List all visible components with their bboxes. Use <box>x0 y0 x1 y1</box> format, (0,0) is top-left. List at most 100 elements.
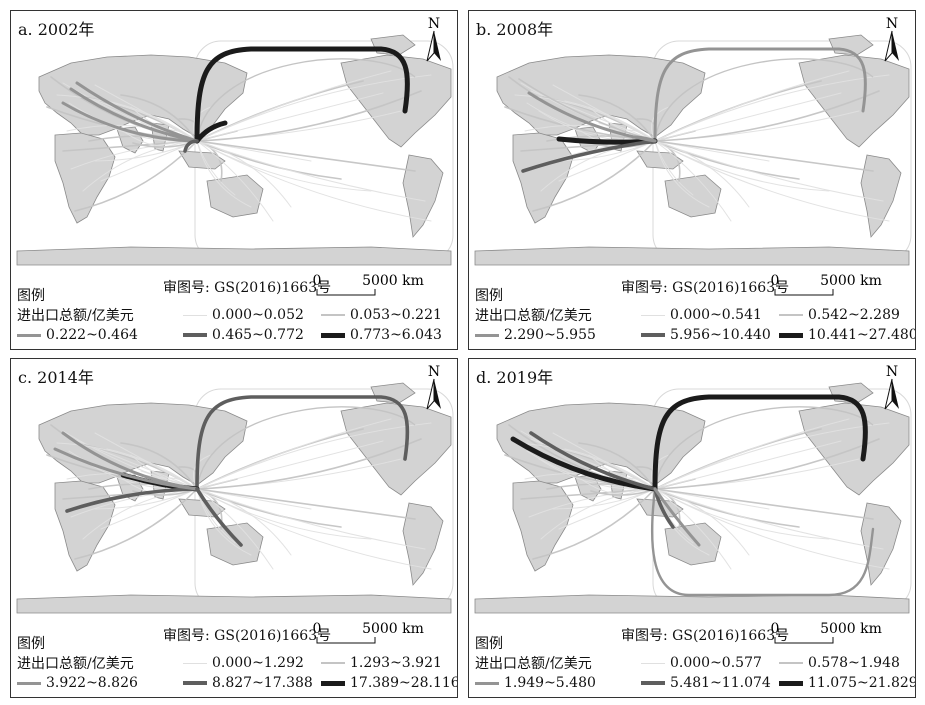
panel-title: c. 2014年 <box>18 368 94 387</box>
flow-line <box>196 140 274 222</box>
flow-line <box>529 431 657 491</box>
legend-class-2: 1.293~3.921 <box>321 655 442 673</box>
legend-swatch <box>17 333 41 337</box>
legend-title: 图例 <box>17 636 45 652</box>
legend-class-1: 0.000~0.541 <box>641 307 762 325</box>
scale-bar: 0 5000 km <box>313 273 424 296</box>
panel-title: b. 2008年 <box>476 20 554 39</box>
legend-unit: 进出口总额/亿美元 <box>17 656 134 672</box>
flow-line <box>530 90 656 142</box>
legend-class-label: 0.542~2.289 <box>808 307 900 323</box>
land-mass <box>496 54 706 138</box>
flow-line <box>196 440 384 490</box>
land-mass <box>16 246 452 266</box>
flow-line <box>651 106 670 142</box>
map-approval-number: 审图号: GS(2016)1663号 <box>163 280 332 296</box>
legend-class-5: 11.075~21.829 <box>779 675 915 693</box>
flow-line <box>82 140 198 192</box>
scale-bar: 0 5000 km <box>771 621 882 644</box>
flow-line <box>65 487 199 513</box>
flow-line <box>654 92 842 142</box>
legend-swatch <box>475 333 499 337</box>
legend-swatch <box>779 332 803 338</box>
map-approval-number: 审图号: GS(2016)1663号 <box>163 628 332 644</box>
legend-class-label: 5.481~11.074 <box>670 675 771 691</box>
flow-line-south-america <box>650 487 875 597</box>
legend-title: 图例 <box>475 288 503 304</box>
flow-line <box>521 139 657 173</box>
flow-line-trans-pacific <box>653 47 867 143</box>
flow-line <box>196 418 392 490</box>
flow-line <box>196 488 432 570</box>
legend-class-label: 0.222~0.464 <box>46 327 138 343</box>
flow-line <box>654 90 880 142</box>
legend-class-label: 1.293~3.921 <box>350 655 442 671</box>
legend-swatch <box>321 332 345 338</box>
flow-line <box>578 94 656 142</box>
flow-line <box>654 438 880 490</box>
legend-class-label: 2.290~5.955 <box>504 327 596 343</box>
flow-line <box>654 488 874 520</box>
scale-distance-label: 5000 km <box>362 621 424 637</box>
flow-line <box>196 92 384 142</box>
flow-line <box>196 90 422 142</box>
legend-swatch <box>17 681 41 685</box>
flow-line <box>100 488 198 530</box>
flow-line <box>578 442 656 490</box>
north-arrow-icon: N <box>884 16 899 62</box>
legend-class-5: 0.773~6.043 <box>321 327 442 345</box>
flow-line <box>195 487 243 547</box>
flow-line <box>61 101 199 143</box>
scale-bar: 0 5000 km <box>771 273 882 296</box>
panel-title: d. 2019年 <box>476 368 554 387</box>
flow-line <box>196 140 426 202</box>
legend-class-label: 0.578~1.948 <box>808 655 900 671</box>
scale-zero-label: 0 <box>313 273 322 289</box>
flow-map <box>16 382 454 614</box>
legend-unit: 进出口总额/亿美元 <box>475 308 592 324</box>
flow-line <box>120 442 198 490</box>
north-arrow-icon: N <box>426 364 441 410</box>
land-mass <box>636 150 684 170</box>
flow-line <box>654 140 890 222</box>
flow-line <box>654 488 732 570</box>
panel-title: a. 2002年 <box>18 20 95 39</box>
flow-line <box>590 488 656 496</box>
legend-class-label: 0.000~0.541 <box>670 307 762 323</box>
flow-line <box>654 70 850 142</box>
flow-line <box>196 140 252 208</box>
flow-line <box>654 488 890 570</box>
legend-unit: 进出口总额/亿美元 <box>17 308 134 324</box>
legend-swatch <box>321 314 345 316</box>
land-mass <box>474 594 910 614</box>
flow-line <box>654 418 850 490</box>
flow-line <box>532 140 656 212</box>
flow-line <box>70 140 198 170</box>
legend-class-label: 5.956~10.440 <box>670 327 771 343</box>
legend-swatch <box>183 314 207 316</box>
flow-line <box>196 140 416 172</box>
north-label: N <box>428 364 440 380</box>
legend-class-1: 0.000~1.292 <box>183 655 304 673</box>
legend-class-5: 17.389~28.116 <box>321 675 457 693</box>
land-mass <box>16 594 452 614</box>
land-mass <box>496 402 706 486</box>
legend-class-2: 0.542~2.289 <box>779 307 900 325</box>
flow-line-trans-pacific <box>194 46 410 144</box>
north-label: N <box>886 16 898 32</box>
map-panel-2002: a. 2002年 N 图例 进出口总额/亿美元 审图号: GS(2016)1663号… <box>10 10 458 350</box>
legend-unit: 进出口总额/亿美元 <box>475 656 592 672</box>
legend-swatch <box>183 333 207 337</box>
scale-zero-label: 0 <box>771 621 780 637</box>
flow-line <box>654 140 800 180</box>
flow-line <box>196 488 252 556</box>
legend: 图例 进出口总额/亿美元 审图号: GS(2016)1663号 0 5000 km 0.0… <box>11 615 457 697</box>
legend-class-5: 10.441~27.480 <box>779 327 916 345</box>
flow-line-trans-pacific <box>195 395 410 491</box>
flow-line <box>540 488 656 540</box>
legend-class-label: 0.773~6.043 <box>350 327 442 343</box>
flow-line <box>120 94 198 142</box>
legend-class-label: 10.441~27.480 <box>808 327 916 343</box>
flow-line <box>654 140 710 208</box>
legend-class-label: 0.000~0.052 <box>212 307 304 323</box>
